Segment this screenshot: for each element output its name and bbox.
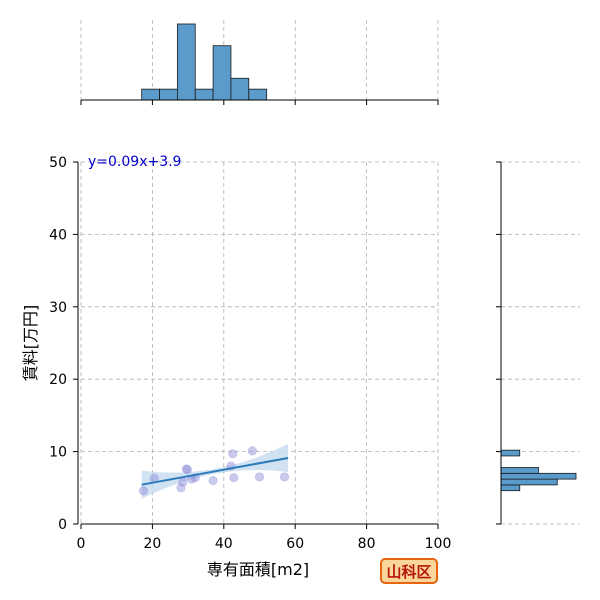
x-tick-label: 60 <box>286 536 304 552</box>
top-histogram-bar <box>230 77 250 101</box>
right-histogram-bar <box>500 478 558 486</box>
regression-line-group <box>141 456 289 486</box>
x-tick-label: 80 <box>358 536 376 552</box>
x-axis-title: 専有面積[m2] <box>207 560 309 579</box>
y-tick-label: 40 <box>49 227 67 243</box>
top-histogram-bar <box>141 88 160 101</box>
scatter-point <box>181 464 192 474</box>
regression-line <box>141 456 289 486</box>
tick-labels: 0 20 40 60 80 100 0 10 20 30 40 50 <box>49 155 451 552</box>
scatter-points <box>138 446 290 496</box>
axes <box>73 99 502 529</box>
top-histogram-bar <box>212 45 232 101</box>
scatter-point <box>176 483 186 493</box>
right-histogram-bar <box>500 472 577 480</box>
x-tick-label: 0 <box>77 536 86 552</box>
scatter-point <box>182 465 193 475</box>
scatter-point <box>279 472 290 482</box>
top-histogram <box>141 23 268 101</box>
top-histogram-bar <box>159 88 178 101</box>
y-tick-label: 20 <box>49 372 67 388</box>
scatter-point <box>254 472 265 482</box>
x-tick-label: 100 <box>425 536 452 552</box>
x-tick-label: 40 <box>215 536 233 552</box>
right-histogram-bar <box>500 467 539 474</box>
right-histogram-grid <box>501 161 580 525</box>
y-tick-label: 10 <box>49 445 67 461</box>
scatter-point <box>208 475 218 486</box>
x-tick-label: 20 <box>143 536 161 552</box>
right-histogram-bar <box>500 484 521 492</box>
y-tick-label: 30 <box>49 300 67 316</box>
y-axis-title: 賃料[万円] <box>21 305 40 382</box>
scatter-point <box>229 472 239 483</box>
right-histogram <box>500 449 577 492</box>
y-tick-label: 50 <box>49 155 67 171</box>
top-histogram-bar <box>194 88 214 101</box>
scatter-point <box>138 485 149 496</box>
top-histogram-bar <box>248 88 268 101</box>
scatter-point <box>247 446 258 456</box>
right-histogram-bar <box>500 449 521 457</box>
regression-equation: y=0.09x+3.9 <box>88 154 181 170</box>
y-tick-label: 0 <box>58 517 67 533</box>
district-badge: 山科区 <box>380 558 438 584</box>
top-histogram-bar <box>176 23 196 101</box>
top-histogram-grid <box>80 20 439 100</box>
scatter-point <box>228 449 238 459</box>
scatter-point <box>178 477 188 487</box>
